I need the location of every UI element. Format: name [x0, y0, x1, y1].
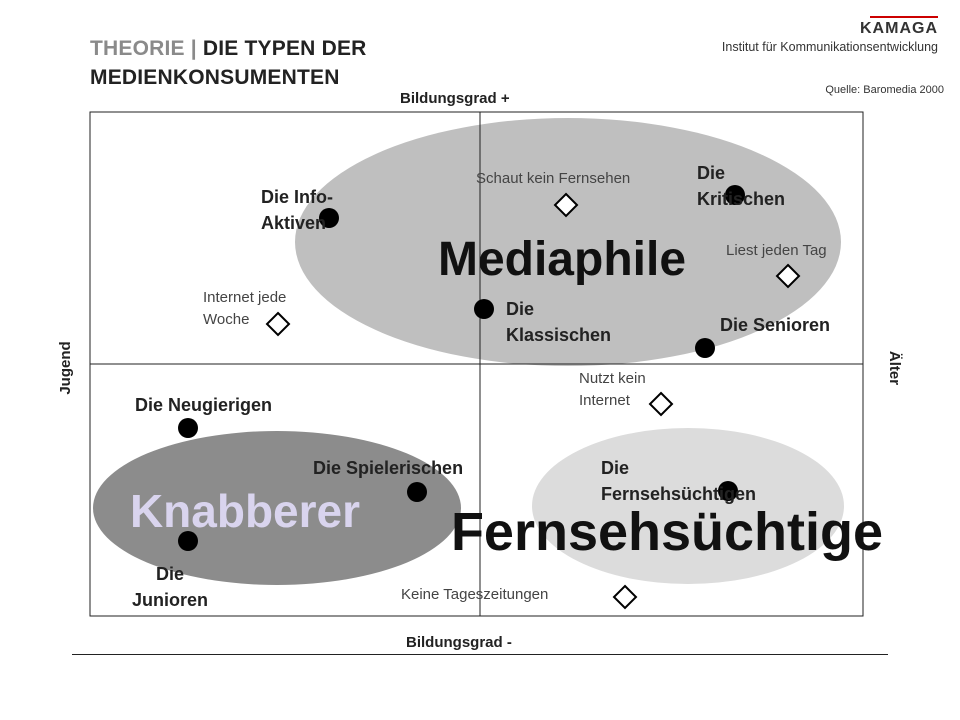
title-line1: DIE TYPEN DER	[202, 37, 367, 60]
axis-label-right: Älter	[886, 351, 903, 385]
char-label-schaut-kein-fernsehen: Schaut kein Fernsehen	[476, 170, 631, 187]
char-label-nutzt-kein-internet: Nutzt kein Internet	[579, 370, 646, 409]
logo-accent-bar	[870, 16, 938, 18]
diamond-nutzt-kein-internet	[648, 391, 674, 417]
marker-spielerischen	[407, 482, 427, 502]
title-prefix: THEORIE |	[90, 37, 203, 60]
char-label-liest-jeden-tag: Liest jeden Tag	[726, 242, 827, 259]
fernseh-cluster	[532, 428, 844, 584]
axis-label-top: Bildungsgrad +	[400, 90, 510, 107]
char-label-keine-tageszeitungen: Keine Tageszeitungen	[401, 586, 549, 603]
segment-label-kritischen: Die Kritischen	[697, 163, 786, 209]
cluster-label-knabberer: Knabberer	[130, 485, 360, 537]
char-label-internet-jede-woche: Internet jede Woche	[203, 289, 287, 328]
diamond-keine-tageszeitungen	[612, 584, 638, 610]
logo-subtitle: Institut für Kommunikationsentwicklung	[721, 40, 938, 54]
marker-klassischen	[474, 299, 494, 319]
segment-label-info-aktiven: Die Info- Aktiven	[261, 187, 333, 233]
marker-junioren	[178, 531, 198, 551]
marker-kritischen	[725, 185, 745, 205]
bottom-rule	[72, 654, 888, 655]
diamond-schaut-kein-fernsehen	[553, 192, 579, 218]
segment-label-senioren: Die Senioren	[720, 315, 831, 335]
marker-senioren	[695, 338, 715, 358]
diamond-liest-jeden-tag	[775, 263, 801, 289]
marker-neugierigen	[178, 418, 198, 438]
mediaphile-cluster	[295, 118, 841, 366]
segment-label-neugierigen: Die Neugierigen	[135, 395, 273, 415]
segment-label-fernsehsuechtigen: Die Fernsehsüchtigen	[601, 458, 757, 504]
page-title: THEORIE | DIE TYPEN DER MEDIENKONSUMENTE…	[90, 34, 367, 92]
title-line2: MEDIENKONSUMENTEN	[90, 66, 340, 89]
segment-label-klassischen: Die Klassischen	[506, 299, 612, 345]
source-note: Quelle: Baromedia 2000	[825, 84, 944, 96]
marker-fernsehsuechtigen	[718, 481, 738, 501]
logo: KAMAGA Institut für Kommunikationsentwic…	[721, 16, 938, 54]
diamond-internet-jede-woche	[265, 311, 291, 337]
logo-brand: KAMAGA	[860, 20, 938, 37]
axis-label-bottom: Bildungsgrad -	[406, 634, 512, 651]
segment-label-junioren: Die Junioren	[131, 564, 208, 610]
segment-label-spielerischen: Die Spielerischen	[313, 458, 464, 478]
cluster-label-fernsehsuechtige: Fernsehsüchtige	[451, 502, 883, 562]
marker-info-aktiven	[319, 208, 339, 228]
cluster-label-mediaphile: Mediaphile	[438, 233, 686, 286]
axis-label-left: Jugend	[57, 341, 74, 394]
